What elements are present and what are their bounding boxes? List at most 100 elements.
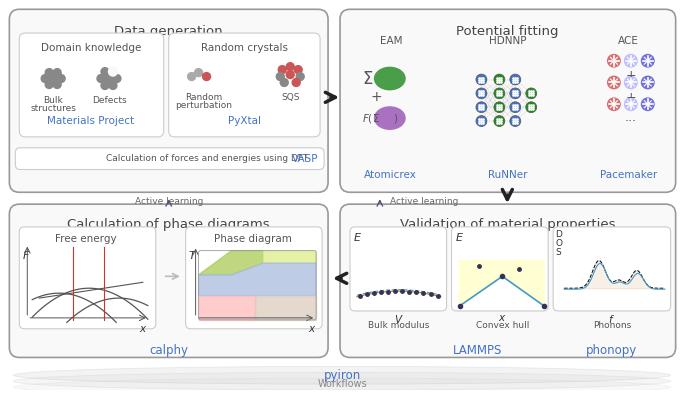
Circle shape [510,88,521,99]
Circle shape [49,72,57,79]
Text: Materials Project: Materials Project [47,116,134,126]
Text: +: + [625,69,636,82]
Circle shape [108,67,117,76]
Text: Calculation of phase diagrams: Calculation of phase diagrams [67,218,270,231]
Text: SQS: SQS [281,94,299,102]
Circle shape [624,54,638,68]
Circle shape [278,66,286,73]
Text: $\Sigma$: $\Sigma$ [362,70,373,88]
Circle shape [640,54,655,68]
Circle shape [640,75,655,90]
Circle shape [286,71,294,79]
Text: +: + [625,91,636,104]
FancyBboxPatch shape [15,148,324,169]
Text: ACE: ACE [619,36,639,46]
Text: $E$: $E$ [455,231,464,243]
Text: $F(\Sigma$: $F(\Sigma$ [362,112,379,125]
Ellipse shape [374,67,406,90]
FancyBboxPatch shape [19,227,155,329]
Text: $E$: $E$ [353,231,362,243]
Circle shape [53,69,61,77]
Text: Random crystals: Random crystals [201,43,288,53]
FancyBboxPatch shape [350,227,447,311]
FancyBboxPatch shape [19,33,164,137]
Circle shape [624,75,638,90]
Polygon shape [199,251,263,275]
Circle shape [105,75,113,83]
Text: ...: ... [625,110,637,124]
Circle shape [494,116,505,127]
Circle shape [45,81,53,88]
Circle shape [526,88,537,99]
Ellipse shape [13,372,671,390]
Text: Validation of material properties: Validation of material properties [399,218,615,231]
Text: $)$: $)$ [393,112,398,125]
Text: perturbation: perturbation [175,101,232,110]
Circle shape [113,75,121,83]
Text: Phonons: Phonons [593,321,631,330]
Circle shape [57,75,65,83]
Ellipse shape [374,106,406,130]
Text: phonopy: phonopy [586,343,638,356]
Text: Convex hull: Convex hull [475,321,529,330]
Polygon shape [263,251,316,263]
Circle shape [53,81,61,88]
Text: Active learning: Active learning [134,196,203,206]
Polygon shape [199,296,255,320]
Text: Active learning: Active learning [390,196,458,206]
Circle shape [607,54,621,68]
Circle shape [494,102,505,113]
Text: EAM: EAM [379,36,402,46]
Circle shape [494,74,505,85]
FancyBboxPatch shape [186,227,322,329]
Text: Potential fitting: Potential fitting [456,25,558,38]
Text: Atomicrex: Atomicrex [364,169,417,180]
FancyBboxPatch shape [169,33,320,137]
Text: Bulk: Bulk [43,96,63,105]
Text: Data generation: Data generation [114,25,223,38]
Text: $x$: $x$ [138,324,147,334]
Text: Free energy: Free energy [55,234,117,244]
Circle shape [476,74,487,85]
Text: structures: structures [30,104,76,113]
Text: O: O [555,239,562,248]
Circle shape [476,116,487,127]
Circle shape [41,75,49,83]
FancyBboxPatch shape [340,204,675,358]
Circle shape [476,88,487,99]
Circle shape [195,69,203,77]
Circle shape [510,116,521,127]
Circle shape [97,75,105,83]
Circle shape [296,73,304,81]
FancyBboxPatch shape [553,227,671,311]
FancyBboxPatch shape [451,227,548,311]
Circle shape [109,68,117,75]
Text: Calculation of forces and energies using DFT: Calculation of forces and energies using… [106,154,308,163]
Text: $f$: $f$ [608,313,615,325]
Circle shape [526,102,537,113]
Polygon shape [460,261,544,306]
Ellipse shape [13,378,671,393]
Text: RuNNer: RuNNer [488,169,527,180]
Circle shape [45,69,53,77]
Circle shape [494,88,505,99]
Text: HDNNP: HDNNP [488,36,526,46]
Circle shape [294,66,302,73]
Circle shape [276,73,284,81]
Text: VASP: VASP [292,154,318,163]
Text: PyXtal: PyXtal [228,116,261,126]
Circle shape [49,75,57,83]
Text: Random: Random [185,94,222,102]
Text: Pacemaker: Pacemaker [600,169,658,180]
Polygon shape [255,296,316,320]
Text: $T$: $T$ [188,249,197,261]
Circle shape [280,79,288,86]
FancyBboxPatch shape [10,204,328,358]
Text: $F$: $F$ [22,249,31,261]
Text: S: S [555,248,561,257]
Polygon shape [199,263,316,296]
Text: Phase diagram: Phase diagram [214,234,292,244]
Circle shape [188,73,196,81]
Circle shape [510,74,521,85]
Circle shape [607,97,621,111]
